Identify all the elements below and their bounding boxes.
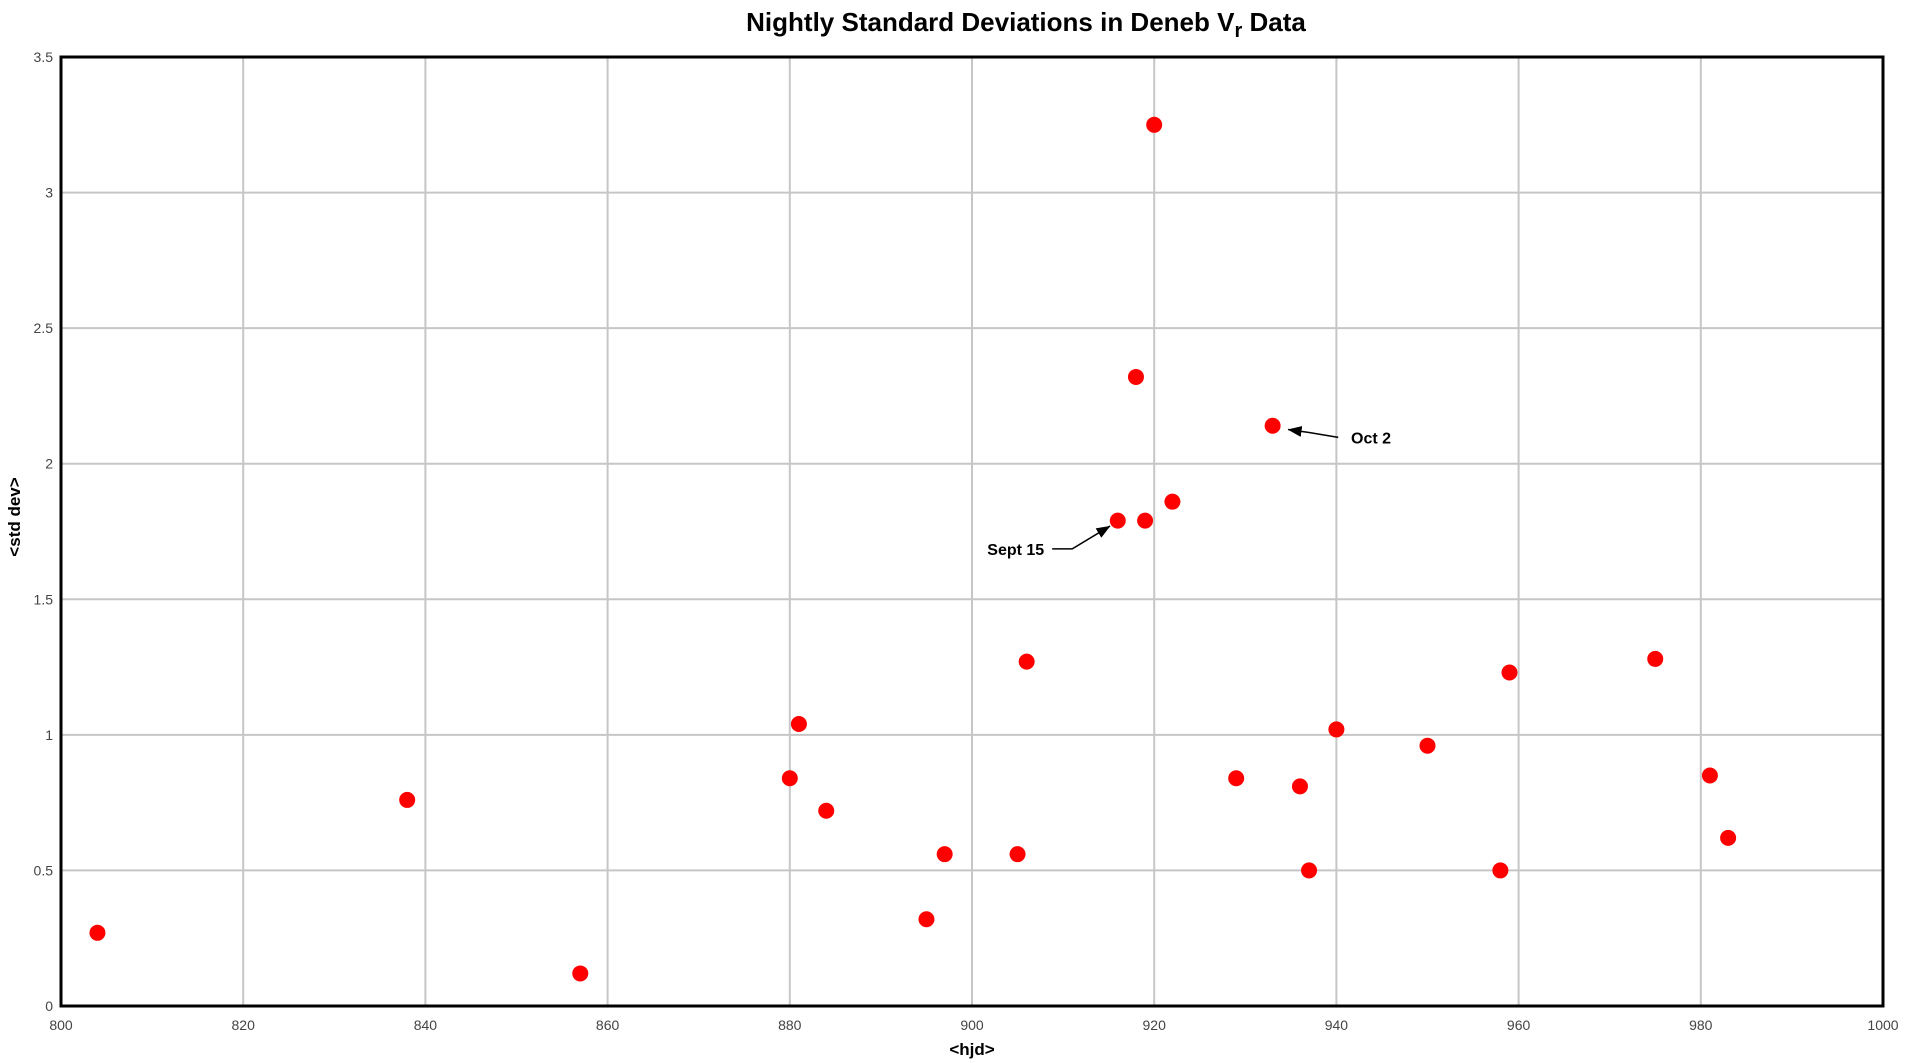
annotation-arrow bbox=[1287, 426, 1339, 439]
x-tick-label: 840 bbox=[414, 1017, 438, 1033]
data-point bbox=[1146, 116, 1163, 133]
y-tick-label: 3 bbox=[45, 185, 53, 201]
data-point bbox=[1164, 493, 1181, 510]
data-point bbox=[1647, 650, 1664, 667]
data-point bbox=[1127, 368, 1144, 385]
x-tick-label: 860 bbox=[596, 1017, 620, 1033]
data-point bbox=[1228, 770, 1245, 787]
data-point bbox=[1018, 653, 1035, 670]
chart-title-suffix: Data bbox=[1242, 7, 1306, 37]
data-point bbox=[1328, 721, 1345, 738]
y-tick-label: 1.5 bbox=[34, 591, 54, 607]
data-point bbox=[399, 791, 416, 808]
gridlines bbox=[61, 57, 1883, 1006]
x-tick-label: 880 bbox=[778, 1017, 802, 1033]
data-point bbox=[790, 716, 807, 733]
data-point bbox=[572, 965, 589, 982]
chart-title: Nightly Standard Deviations in Deneb Vr … bbox=[746, 7, 1306, 42]
x-tick-label: 920 bbox=[1143, 1017, 1167, 1033]
annotation: Oct 2 bbox=[1287, 426, 1391, 448]
data-points bbox=[89, 116, 1737, 982]
x-tick-label: 980 bbox=[1689, 1017, 1713, 1033]
x-axis-tick-labels: 800 820 840 860 880 900 920 940 960 980 1000 bbox=[49, 1017, 1898, 1033]
data-point bbox=[1501, 664, 1518, 681]
annotation: Sept 15 bbox=[987, 525, 1111, 559]
data-point bbox=[89, 924, 106, 941]
data-point bbox=[1137, 512, 1154, 529]
annotation-label: Sept 15 bbox=[987, 542, 1044, 559]
x-tick-label: 960 bbox=[1507, 1017, 1531, 1033]
x-tick-label: 820 bbox=[232, 1017, 256, 1033]
data-point bbox=[1301, 862, 1318, 879]
x-tick-label: 940 bbox=[1325, 1017, 1349, 1033]
y-axis-tick-labels: 0 0.5 1 1.5 2 2.5 3 3.5 bbox=[34, 49, 54, 1014]
data-point bbox=[1264, 417, 1281, 434]
y-tick-label: 0 bbox=[45, 998, 53, 1014]
x-tick-label: 900 bbox=[960, 1017, 984, 1033]
data-point bbox=[1701, 767, 1718, 784]
x-tick-label: 1000 bbox=[1867, 1017, 1898, 1033]
y-tick-label: 0.5 bbox=[34, 862, 54, 878]
y-tick-label: 1 bbox=[45, 727, 53, 743]
data-point bbox=[1720, 829, 1737, 846]
data-point bbox=[936, 846, 953, 863]
y-tick-label: 2.5 bbox=[34, 320, 54, 336]
chart-title-subscript: r bbox=[1234, 20, 1242, 42]
y-tick-label: 3.5 bbox=[34, 49, 54, 65]
annotation-arrow bbox=[1052, 525, 1111, 550]
data-point bbox=[1419, 737, 1436, 754]
data-point bbox=[1109, 512, 1126, 529]
y-tick-label: 2 bbox=[45, 456, 53, 472]
data-point bbox=[781, 770, 798, 787]
data-point bbox=[1009, 846, 1026, 863]
data-point bbox=[1291, 778, 1308, 795]
x-axis-label: <hjd> bbox=[949, 1040, 994, 1059]
annotation-label: Oct 2 bbox=[1351, 431, 1391, 448]
data-point bbox=[1492, 862, 1509, 879]
data-point bbox=[818, 802, 835, 819]
plot-border bbox=[59, 55, 1885, 1008]
y-axis-label: <std dev> bbox=[5, 477, 24, 556]
x-tick-label: 800 bbox=[49, 1017, 73, 1033]
data-point bbox=[918, 911, 935, 928]
chart-title-prefix: Nightly Standard Deviations in Deneb V bbox=[746, 7, 1235, 37]
